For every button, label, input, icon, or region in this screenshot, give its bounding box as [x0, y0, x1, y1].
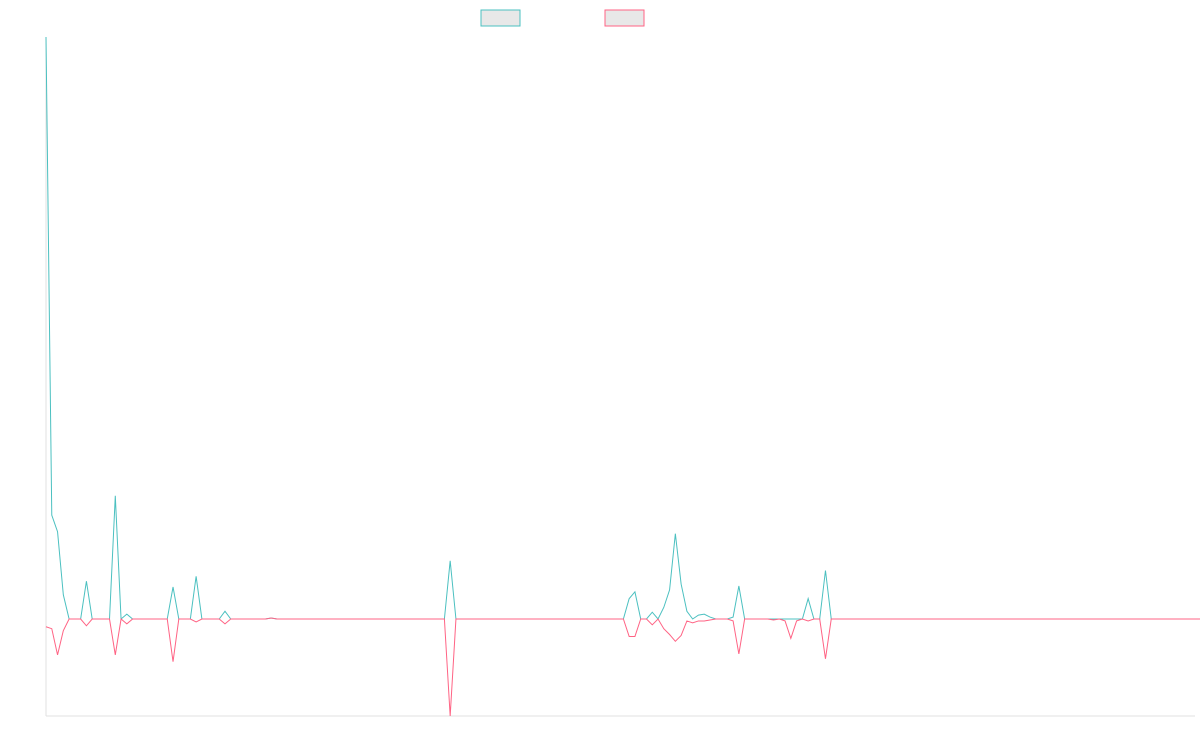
series-line-1 — [45, 36, 1200, 621]
chart-axes — [45, 37, 1195, 717]
series-2 — [45, 617, 1200, 717]
series-1 — [45, 36, 1200, 621]
legend-swatch-2[interactable] — [604, 9, 645, 27]
series-line-2 — [45, 617, 1200, 717]
chart-series — [45, 36, 1200, 717]
legend — [480, 9, 645, 27]
legend-swatch-1[interactable] — [480, 9, 521, 27]
